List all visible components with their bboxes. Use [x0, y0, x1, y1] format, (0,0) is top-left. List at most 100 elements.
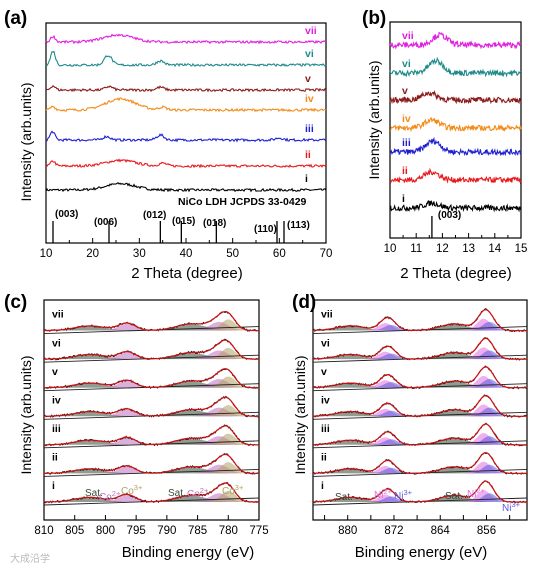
series-label-v: v — [402, 85, 408, 97]
x-tick-label: 785 — [188, 525, 207, 537]
x-tick-label-a: 30 — [133, 248, 146, 260]
series-line-i — [389, 199, 522, 213]
x-tick-label: 805 — [65, 525, 84, 537]
spectrum-vii — [307, 308, 528, 335]
peak-annotation: Sat. — [168, 488, 186, 499]
fit-envelope — [44, 453, 259, 474]
series-label-vi: vi — [321, 337, 330, 349]
spectrum-i — [43, 481, 260, 506]
series-line-vii — [45, 33, 327, 45]
component-peak — [370, 353, 412, 360]
series-label-ii: ii — [305, 149, 311, 161]
series-label-iii: iii — [52, 423, 61, 435]
x-tick-label: 795 — [127, 525, 146, 537]
fit-envelope — [44, 368, 259, 389]
series-label-ii: ii — [52, 452, 58, 464]
peak-annotation: Co3+ — [121, 483, 143, 498]
peak-annotation: Ni2+ — [467, 486, 486, 501]
x-tick-label-b: 11 — [410, 243, 422, 255]
ylabel-b: Intensity (arb.units) — [366, 60, 382, 179]
spectrum-iii — [307, 422, 528, 449]
fit-envelope — [312, 366, 527, 389]
component-peak — [370, 382, 412, 388]
series-label-iv: iv — [402, 113, 411, 125]
fit-envelope — [313, 309, 527, 332]
component-peak — [370, 439, 412, 445]
spectrum-ii — [43, 452, 260, 477]
fit-envelope — [44, 339, 259, 360]
panel-label-d: (d) — [292, 292, 316, 313]
plot-frame-a — [45, 22, 327, 244]
x-tick-label-a: 60 — [273, 248, 286, 260]
peak-annotation: Ni3+ — [502, 500, 521, 515]
x-tick-label: 872 — [384, 525, 403, 537]
spectrum-vi — [43, 338, 260, 363]
series-label-vii: vii — [52, 309, 64, 321]
series-line-vi — [45, 50, 327, 68]
jcpds-label: NiCo LDH JCPDS 33-0429 — [178, 196, 307, 208]
reference-label: (110) — [254, 224, 277, 235]
panel-c: 810 805 800 795 790 785 780 775iiiiiiivvviviiSa… — [34, 299, 269, 537]
series-label-ii: ii — [321, 452, 327, 464]
x-tick-label: 810 — [34, 525, 53, 537]
watermark-text: 大成沿学 — [10, 552, 50, 565]
panel-label-b: (b) — [362, 8, 386, 29]
xlabel-a: 2 Theta (degree) — [131, 265, 242, 282]
plot-frame — [312, 299, 528, 521]
series-line-v — [45, 85, 327, 93]
peak-annotation: Sat. — [445, 491, 463, 502]
series-line-iii — [45, 130, 327, 143]
reference-label: (113) — [287, 220, 310, 231]
series-label-vii: vii — [321, 309, 333, 321]
series-label-v: v — [321, 366, 327, 378]
x-tick-label-b: 14 — [488, 243, 501, 255]
series-label-vii: vii — [305, 25, 317, 37]
fit-envelope — [313, 337, 527, 360]
x-tick-label-a: 50 — [226, 248, 239, 260]
x-tick-label: 864 — [431, 525, 451, 537]
spectrum-v — [43, 368, 260, 392]
xlabel-b: 2 Theta (degree) — [400, 265, 511, 282]
series-label-vi: vi — [305, 48, 314, 60]
fit-envelope — [313, 394, 527, 417]
fit-envelope — [313, 423, 527, 446]
plots-layer: 10 20 30 40 50 60 70iiiiiiivvvivii(003)(006)(0… — [34, 21, 528, 537]
x-tick-label-b: 12 — [436, 243, 449, 255]
reference-label: (012) — [143, 210, 166, 221]
x-tick-label: 790 — [157, 525, 176, 537]
series-line-iv — [389, 117, 522, 133]
x-tick-label: 780 — [219, 525, 238, 537]
series-label-iv: iv — [321, 394, 330, 406]
ylabel-a: Intensity (arb.units) — [18, 82, 34, 201]
series-line-iv — [45, 97, 327, 113]
x-tick-label: 880 — [338, 525, 357, 537]
peak-annotation: Ni3+ — [394, 488, 413, 503]
series-line-ii — [389, 167, 522, 185]
component-peak — [370, 410, 412, 417]
fit-envelope — [313, 480, 527, 503]
series-label-i: i — [305, 173, 308, 185]
fit-envelope — [44, 311, 259, 332]
reference-label: (006) — [94, 217, 117, 228]
reference-label: (003) — [438, 210, 461, 221]
x-tick-label-b: 15 — [515, 243, 528, 255]
x-tick-label: 800 — [96, 525, 115, 537]
spectrum-v — [307, 365, 528, 392]
series-line-iii — [389, 136, 522, 157]
fit-envelope — [44, 396, 259, 417]
component-peak — [370, 325, 412, 331]
xlabel-d: Binding energy (eV) — [355, 544, 488, 561]
peak-annotation: Co2+ — [187, 486, 209, 501]
x-tick-label-b: 13 — [462, 243, 475, 255]
peak-annotation: Co3+ — [222, 483, 244, 498]
spectrum-i — [307, 480, 528, 506]
panel-label-c: (c) — [4, 292, 27, 313]
spectrum-vi — [307, 337, 528, 363]
panel-a: 10 20 30 40 50 60 70iiiiiiivvvivii(003)(006)(0… — [40, 22, 333, 260]
series-label-vii: vii — [402, 30, 414, 42]
peak-annotation: Sat. — [85, 488, 103, 499]
series-label-vi: vi — [402, 58, 411, 70]
component-peak — [101, 438, 153, 445]
x-tick-label-a: 70 — [320, 248, 333, 260]
spectrum-iii — [43, 424, 260, 449]
